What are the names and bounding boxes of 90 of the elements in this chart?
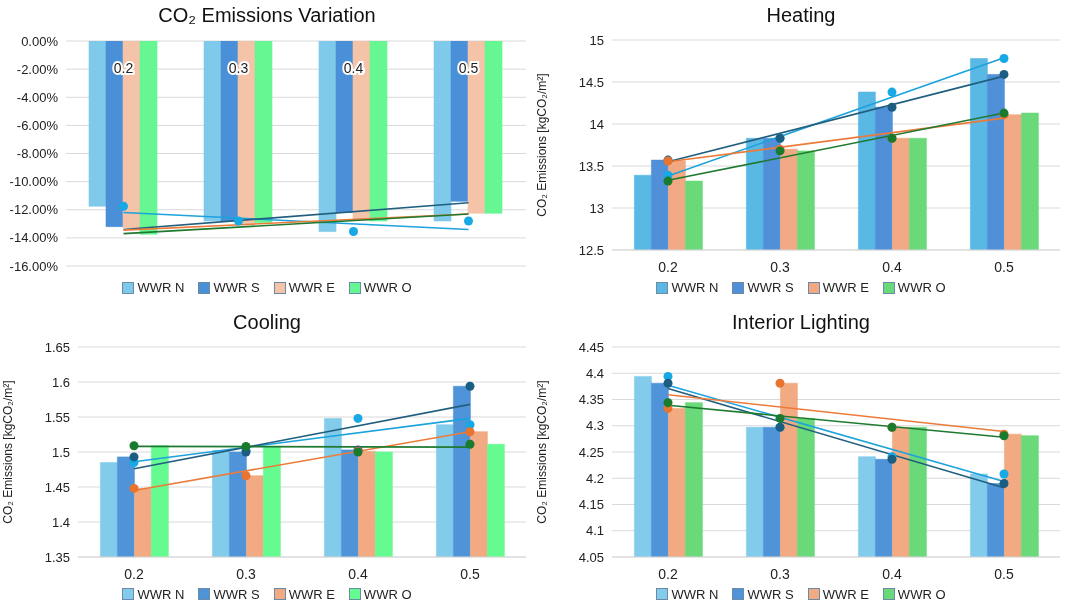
legend-label: WWR S — [213, 280, 260, 295]
point — [464, 216, 473, 226]
y-tick-label: 4.2 — [585, 470, 604, 486]
legend-label: WWR S — [747, 586, 794, 602]
legend-label: WWR O — [897, 280, 946, 295]
legend-label: WWR N — [137, 586, 185, 602]
y-tick-label: -10.00% — [9, 174, 59, 190]
y-tick-label: 1.55 — [44, 409, 70, 425]
point — [663, 378, 673, 388]
point — [999, 469, 1009, 479]
y-tick-label: -2.00% — [16, 61, 59, 77]
point — [999, 478, 1009, 488]
point — [999, 53, 1009, 63]
point — [887, 102, 897, 112]
point — [999, 69, 1009, 79]
y-tick-label: 13 — [589, 200, 604, 216]
y-tick-label: -8.00% — [16, 146, 59, 162]
y-tick-label: 13.5 — [578, 158, 604, 174]
legend-label: WWR S — [747, 280, 794, 295]
y-tick-label: 1.65 — [44, 339, 70, 355]
legend-label: WWR E — [822, 280, 869, 295]
y-tick-label: 4.05 — [578, 549, 604, 565]
x-tick-label: 0.2 — [124, 565, 144, 582]
y-tick-label: 1.6 — [51, 374, 70, 390]
y-tick-label: 4.45 — [578, 339, 604, 355]
legend-label: WWR S — [213, 586, 260, 602]
y-tick-label: 4.4 — [585, 365, 604, 381]
y-tick-label: 4.25 — [578, 444, 604, 460]
x-tick-label: 0.5 — [460, 565, 480, 582]
legend-label: WWR N — [671, 586, 719, 602]
y-tick-label: 12.5 — [578, 242, 604, 258]
y-tick-label: 0.00% — [21, 33, 59, 49]
legend-label: WWR E — [288, 586, 335, 602]
point — [465, 381, 475, 391]
chart-title: Cooling — [232, 309, 302, 335]
point — [119, 201, 128, 211]
y-tick-label: 1.5 — [51, 444, 70, 460]
chart-title: Heating — [765, 3, 837, 28]
legend-label: WWR O — [363, 280, 412, 295]
y-tick-label: 15 — [589, 32, 604, 48]
point — [775, 378, 785, 388]
y-tick-label: 4.1 — [585, 522, 604, 538]
y-axis-title: CO₂ Emissions [kgCO₂/m²] — [1, 379, 16, 524]
point — [353, 413, 363, 423]
chart-title: Interior Lighting — [731, 309, 871, 335]
legend-label: WWR N — [671, 280, 719, 295]
point — [129, 483, 139, 493]
legend-label: WWR E — [822, 586, 869, 602]
point — [129, 451, 139, 461]
y-tick-label: 4.15 — [578, 496, 604, 512]
point — [129, 440, 139, 450]
y-tick-label: -12.00% — [9, 202, 59, 218]
x-tick-label: 0.2 — [658, 259, 678, 275]
chart-title: CO₂ Emissions Variation — [157, 3, 377, 28]
legend-label: WWR E — [288, 280, 335, 295]
x-tick-label: 0.2 — [658, 565, 678, 582]
point — [241, 470, 251, 480]
point — [887, 87, 897, 97]
legend-label: WWR O — [363, 586, 412, 602]
y-tick-label: 1.45 — [44, 479, 70, 495]
y-tick-label: 14.5 — [578, 74, 604, 90]
y-axis-title: CO₂ Emissions [kgCO₂/m²] — [535, 379, 550, 524]
x-tick-label: 0.3 — [770, 259, 790, 275]
y-tick-label: 4.35 — [578, 391, 604, 407]
point — [775, 413, 785, 423]
legend-label: WWR O — [897, 586, 946, 602]
point — [465, 439, 475, 449]
x-tick-label: 0.3 — [770, 565, 790, 582]
y-tick-label: -14.00% — [9, 230, 59, 246]
y-tick-label: 1.4 — [51, 514, 70, 530]
y-tick-label: -6.00% — [16, 117, 59, 133]
x-tick-label: 0.5 — [994, 259, 1014, 275]
y-tick-label: 4.3 — [585, 417, 604, 433]
x-tick-label: 0.3 — [236, 565, 256, 582]
x-tick-label: 0.4 — [882, 259, 902, 275]
x-tick-label: 0.5 — [994, 565, 1014, 582]
point — [241, 441, 251, 451]
point — [663, 397, 673, 407]
point — [349, 227, 358, 237]
x-tick-label: 0.4 — [882, 565, 902, 582]
y-tick-label: 14 — [589, 116, 604, 132]
point — [234, 216, 243, 226]
legend-label: WWR N — [137, 280, 185, 295]
y-tick-label: -16.00% — [9, 258, 59, 274]
y-axis-title: CO₂ Emissions [kgCO₂/m²] — [535, 73, 550, 217]
y-tick-label: 1.35 — [44, 549, 70, 565]
point — [465, 426, 475, 436]
y-tick-label: -4.00% — [16, 89, 59, 105]
x-tick-label: 0.4 — [348, 565, 368, 582]
point — [663, 176, 673, 186]
